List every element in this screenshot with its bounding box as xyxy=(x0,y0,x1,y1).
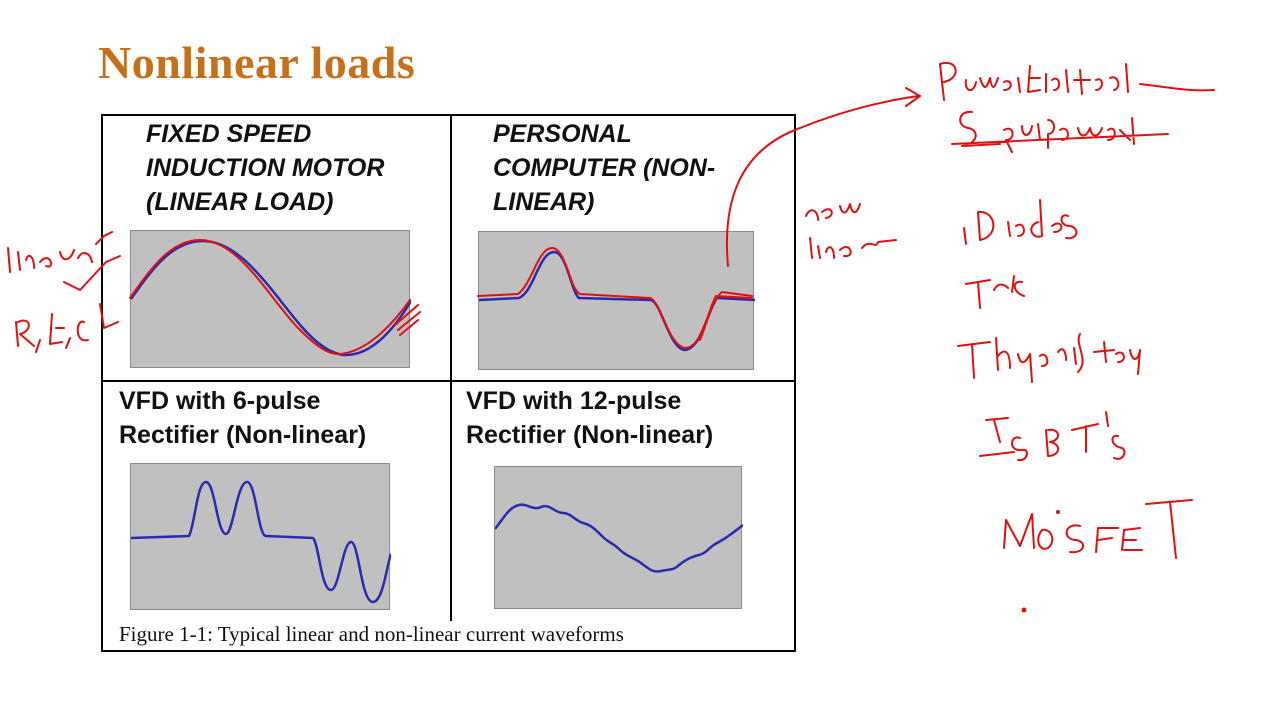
panel-title-vfd-6-pulse: VFD with 6-pulse Rectifier (Non-linear) xyxy=(119,387,367,449)
annotation-rlc xyxy=(15,303,119,353)
waveform-figure: FIXED SPEED INDUCTION MOTOR (LINEAR LOAD… xyxy=(101,114,796,652)
annotation-checkmark xyxy=(63,255,121,291)
annotation-mosfet xyxy=(1003,499,1193,559)
annotation-transistors xyxy=(965,275,1025,309)
waveform-vfd-12-pulse xyxy=(494,466,743,609)
annotation-nonlinear xyxy=(805,203,897,259)
annotation-equipment xyxy=(951,110,1169,153)
stepped-sine-waveform xyxy=(495,503,743,573)
figure-horizontal-divider xyxy=(103,380,794,382)
annotation-diodes xyxy=(963,199,1078,245)
annotation-thyristors xyxy=(957,333,1141,383)
panel-title-vfd-12-pulse: VFD with 12-pulse Rectifier (Non-linear) xyxy=(466,387,714,449)
annotation-trace-pc xyxy=(477,247,753,349)
panel-title-induction-motor: FIXED SPEED INDUCTION MOTOR (LINEAR LOAD… xyxy=(146,120,385,216)
annotation-trace-motor xyxy=(129,239,421,356)
annotation-arrow xyxy=(725,87,921,267)
waveform-personal-computer xyxy=(478,231,755,370)
waveform-induction-motor xyxy=(130,230,411,368)
annotation-linear-word xyxy=(7,231,113,273)
panel-title-personal-computer: PERSONAL COMPUTER (NON- LINEAR) xyxy=(493,120,716,216)
annotation-dot xyxy=(1021,607,1027,613)
figure-vertical-divider xyxy=(450,116,452,621)
figure-caption: Figure 1-1: Typical linear and non-linea… xyxy=(119,622,624,646)
sine-waveform xyxy=(131,239,411,357)
annotation-igbts xyxy=(979,411,1126,462)
annotation-dot-mosfet xyxy=(1056,510,1060,514)
annotation-power-electronic xyxy=(939,61,1215,101)
slide-title: Nonlinear loads xyxy=(98,37,416,88)
double-pulse-waveform xyxy=(131,480,391,604)
waveform-vfd-6-pulse xyxy=(130,463,391,610)
